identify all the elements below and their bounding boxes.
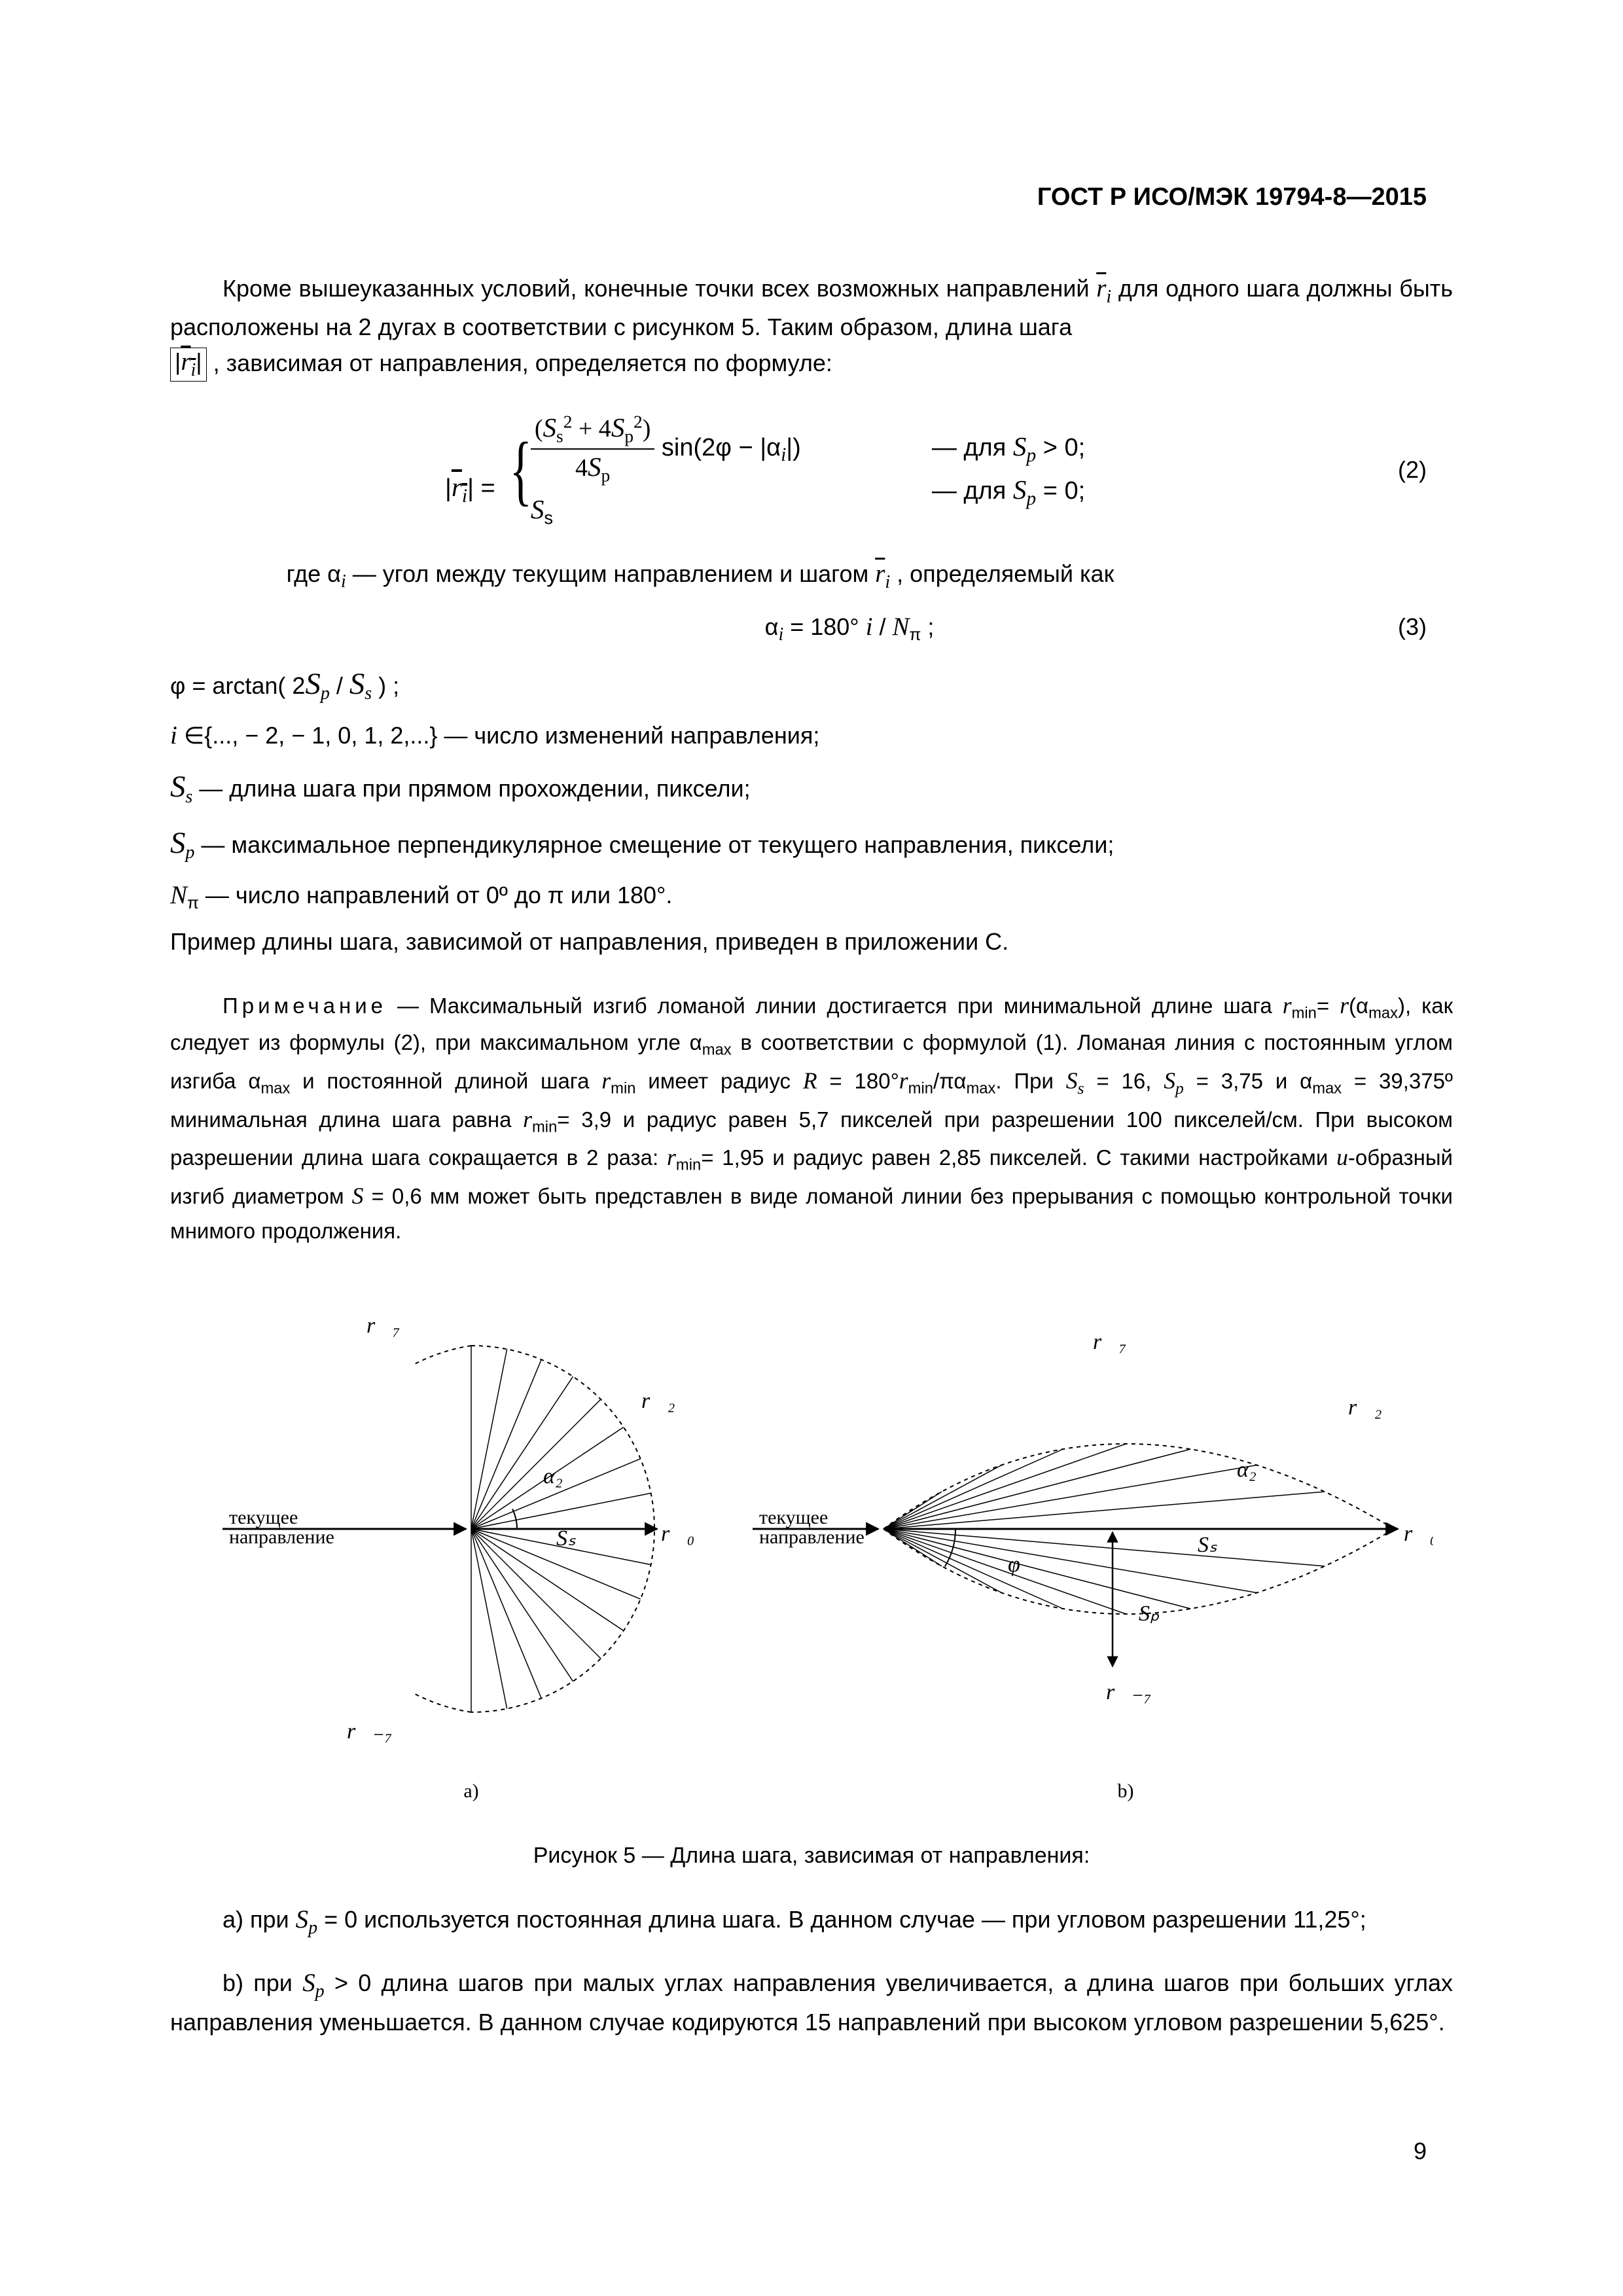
equation-2: |ri| = { (Ss2 + 4Sp2) 4Sp sin(2φ − |αi|)… bbox=[170, 408, 1453, 533]
where-block: где αi — угол между текущим направлением… bbox=[170, 552, 1453, 961]
svg-text:r⃗₋₇: r⃗₋₇ bbox=[347, 1719, 392, 1744]
figure-5: текущеенаправление r⃗₇ r⃗₋₇ r⃗₂ r⃗₀ α₂ Sₛ a) тек… bbox=[170, 1280, 1453, 1869]
p1a: Кроме вышеуказанных условий, конечные то… bbox=[223, 275, 1096, 302]
ri-inline-1: ri bbox=[1096, 274, 1111, 302]
line-sp: Sp — максимальное перпендикулярное смеще… bbox=[170, 817, 1453, 870]
line-npi: Nπ — число направлений от 0º до π или 18… bbox=[170, 874, 1453, 918]
where-intro: где αi — угол между текущим направлением… bbox=[287, 560, 1115, 587]
ri-box: |ri| bbox=[170, 348, 207, 382]
eq2-case2: Ss bbox=[531, 490, 801, 533]
eq2-lhs: |ri| = bbox=[445, 475, 502, 502]
note-body: — Максимальный изгиб ломаной линии дости… bbox=[170, 994, 1453, 1243]
svg-text:текущеенаправление: текущеенаправление bbox=[229, 1507, 334, 1548]
eq2-cond2: — для Sp = 0; bbox=[932, 470, 1085, 514]
eq2-tail: sin(2φ − |αi|) bbox=[662, 434, 801, 461]
after-a: a) при Sp = 0 используется постоянная дл… bbox=[170, 1901, 1453, 1941]
doc-header: ГОСТ Р ИСО/МЭК 19794-8—2015 bbox=[170, 183, 1453, 211]
svg-text:r⃗₂: r⃗₂ bbox=[641, 1389, 675, 1413]
line-i: i ∈{..., − 2, − 1, 0, 1, 2,...} — число … bbox=[170, 714, 1453, 757]
svg-text:текущеенаправление: текущеенаправление bbox=[759, 1507, 865, 1548]
line-ex: Пример длины шага, зависимой от направле… bbox=[170, 922, 1453, 961]
note-block: Примечание — Максимальный изгиб ломаной … bbox=[170, 988, 1453, 1247]
svg-text:Sₛ: Sₛ bbox=[556, 1526, 576, 1551]
eq2-conditions: — для Sp > 0; — для Sp = 0; bbox=[932, 427, 1085, 514]
eq2-brace: { bbox=[510, 440, 533, 499]
paragraph-1: Кроме вышеуказанных условий, конечные то… bbox=[170, 270, 1453, 382]
svg-text:α₂: α₂ bbox=[1237, 1458, 1257, 1482]
svg-text:r⃗₇: r⃗₇ bbox=[1093, 1330, 1127, 1354]
eq2-cond1: — для Sp > 0; bbox=[932, 427, 1085, 471]
after-figure-text: a) при Sp = 0 используется постоянная дл… bbox=[170, 1901, 1453, 2039]
svg-text:r⃗₂: r⃗₂ bbox=[1348, 1395, 1382, 1420]
page-number: 9 bbox=[1414, 2138, 1427, 2165]
eq3: αi = 180° i / Nπ ; bbox=[301, 605, 1398, 651]
svg-text:r⃗₀: r⃗₀ bbox=[661, 1522, 695, 1546]
line-phi: φ = arctan( 2Sp / Ss ) ; bbox=[170, 658, 1453, 711]
svg-text:φ: φ bbox=[1008, 1552, 1020, 1577]
note-label: Примечание bbox=[223, 994, 387, 1018]
svg-text:r⃗₋₇: r⃗₋₇ bbox=[1106, 1680, 1151, 1704]
figure-5-svg: текущеенаправление r⃗₇ r⃗₋₇ r⃗₂ r⃗₀ α₂ Sₛ a) тек… bbox=[190, 1280, 1433, 1817]
eq2-frac: (Ss2 + 4Sp2) 4Sp bbox=[531, 412, 655, 486]
p1c: , зависимая от направления, определяется… bbox=[213, 350, 832, 376]
after-b: b) при Sp > 0 длина шагов при малых угла… bbox=[170, 1965, 1453, 2039]
svg-text:Sₛ: Sₛ bbox=[1198, 1533, 1217, 1557]
line-ss: Ss — длина шага при прямом прохождении, … bbox=[170, 761, 1453, 814]
figure-5-caption: Рисунок 5 — Длина шага, зависимая от нап… bbox=[170, 1843, 1453, 1869]
svg-text:b): b) bbox=[1118, 1780, 1134, 1802]
svg-text:r⃗₀: r⃗₀ bbox=[1404, 1522, 1433, 1546]
svg-text:a): a) bbox=[463, 1780, 478, 1802]
svg-text:Sₚ: Sₚ bbox=[1139, 1602, 1160, 1626]
eq3-number: (3) bbox=[1398, 607, 1453, 647]
eq2-number: (2) bbox=[1398, 456, 1453, 484]
svg-text:α₂: α₂ bbox=[543, 1464, 563, 1488]
svg-text:r⃗₇: r⃗₇ bbox=[366, 1314, 401, 1338]
